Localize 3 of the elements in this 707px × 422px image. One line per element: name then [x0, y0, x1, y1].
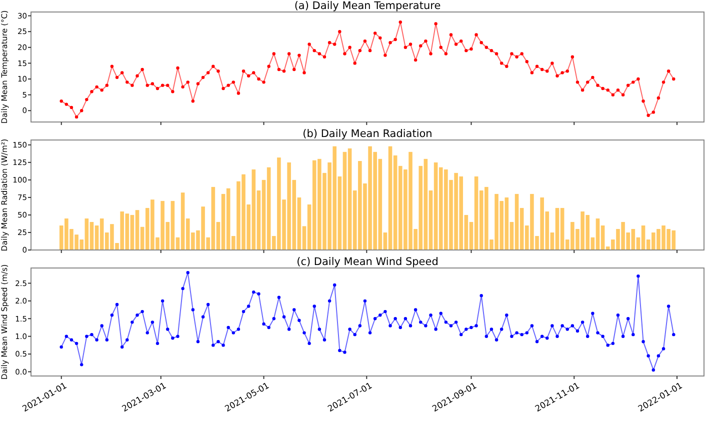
chart-title: (b) Daily Mean Radiation: [302, 128, 432, 140]
chart-title: (a) Daily Mean Temperature: [294, 0, 441, 12]
chart-title: (c) Daily Mean Wind Speed: [296, 256, 438, 268]
